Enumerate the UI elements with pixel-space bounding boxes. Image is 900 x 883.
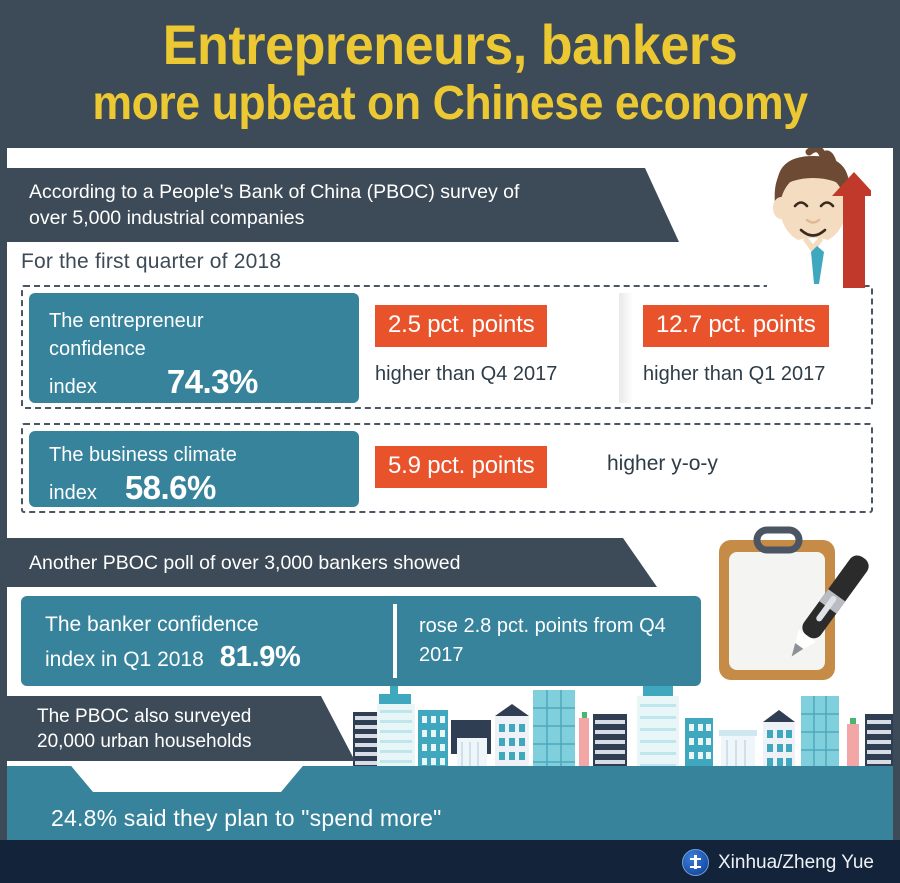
entrepreneur-label-line-3: index (49, 376, 97, 398)
entrepreneur-confidence-group: The entrepreneur confidence index 74.3% … (21, 285, 873, 409)
title-bar: Entrepreneurs, bankers more upbeat on Ch… (0, 0, 900, 148)
banker-left-column: The banker confidence index in Q1 2018 8… (45, 610, 375, 677)
banner-survey-intro-text: According to a People's Bank of China (P… (29, 181, 520, 229)
banner-notch (67, 761, 307, 792)
badge-q4-delta: 2.5 pct. points (375, 305, 548, 347)
banner-household-survey: The PBOC also surveyed 20,000 urban hous… (7, 696, 355, 761)
footer-bar: Xinhua/Zheng Yue (0, 840, 900, 883)
clipboard-with-pen-icon (719, 526, 869, 680)
badge-q1-delta: 12.7 pct. points (643, 305, 829, 347)
business-climate-stat: The business climate index 58.6% (29, 431, 359, 507)
column-separator (619, 293, 633, 403)
xinhua-logo-icon (681, 849, 709, 876)
banner-banker-poll: Another PBOC poll of over 3,000 bankers … (7, 538, 657, 587)
banker-label-line-2: index in Q1 2018 (45, 648, 204, 671)
banner-survey-intro: According to a People's Bank of China (P… (7, 168, 679, 242)
banker-confidence-value: 81.9% (219, 641, 301, 673)
banker-label-line-1: The banker confidence (45, 613, 259, 636)
business-climate-group: The business climate index 58.6% 5.9 pct… (21, 423, 873, 513)
entrepreneur-confidence-value: 74.3% (166, 363, 259, 400)
title-line-1: Entrepreneurs, bankers (162, 13, 738, 76)
household-statement-1: 24.8% said they plan to "spend more" (51, 805, 442, 831)
banner-household-survey-text: The PBOC also surveyed 20,000 urban hous… (37, 705, 252, 752)
content-frame: According to a People's Bank of China (P… (0, 148, 900, 883)
business-climate-label-line-1: The business climate (49, 444, 237, 466)
banker-confidence-block: The banker confidence index in Q1 2018 8… (21, 596, 701, 686)
businessman-with-up-arrow-icon (767, 148, 871, 288)
content-inner: According to a People's Bank of China (P… (7, 148, 893, 883)
entrepreneur-confidence-stat: The entrepreneur confidence index 74.3% (29, 293, 359, 403)
title-line-2: more upbeat on Chinese economy (92, 77, 808, 130)
caption-yoy-delta: higher y-o-y (607, 452, 718, 475)
caption-q4-delta: higher than Q4 2017 (375, 363, 558, 385)
footer-credit: Xinhua/Zheng Yue (681, 849, 874, 876)
subtitle-quarter: For the first quarter of 2018 (21, 250, 282, 273)
entrepreneur-label-line-2: confidence (49, 338, 146, 360)
business-climate-label-line-2: index (49, 482, 97, 504)
banker-note: rose 2.8 pct. points from Q4 2017 (419, 615, 666, 666)
banner-banker-poll-text: Another PBOC poll of over 3,000 bankers … (29, 551, 461, 574)
badge-yoy-delta: 5.9 pct. points (375, 446, 548, 488)
footer-credit-text: Xinhua/Zheng Yue (717, 851, 874, 873)
caption-q1-delta: higher than Q1 2017 (643, 363, 826, 385)
entrepreneur-label-line-1: The entrepreneur (49, 310, 204, 332)
banker-divider (393, 604, 397, 678)
business-climate-value: 58.6% (124, 469, 217, 506)
